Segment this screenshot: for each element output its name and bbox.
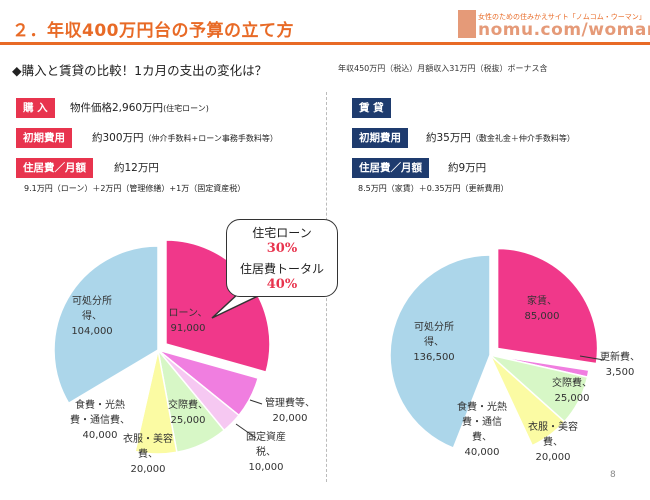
section-subtitle: ◆購入と賃貸の比較！1カ月の支出の変化は？ <box>12 63 268 78</box>
pie-chart-rent: 家賃、 85,000 更新費、 3,500 交際費、 25,000 衣服・美容費、 20,00… <box>389 247 640 463</box>
purchase-value: 物件価格2,960万円(住宅ローン) <box>70 100 209 115</box>
pie-label-1-5: 可処分所得、 136,500 <box>413 320 454 363</box>
initial-cost-right: 約35万円（敷金礼金＋仲介手数料等） <box>426 130 575 145</box>
pie-slice-1-4 <box>452 353 534 456</box>
callout-line-total: 住居費トータル <box>239 262 324 276</box>
site-logo: nomu.com/woman <box>478 20 650 40</box>
purchase-tag: 購 入 <box>16 98 55 118</box>
logo-tagline: 女性のための住みかえサイト「ノムコム・ウーマン」 <box>478 13 646 21</box>
pie-label-0-2: 固定資産税、 10,000 <box>246 430 286 473</box>
header-rule <box>0 42 650 45</box>
monthly-breakdown-left: 9.1万円（ローン）＋2万円（管理修繕）+1万（固定資産税） <box>24 184 246 193</box>
income-note: 年収450万円（税込）月額収入31万円（税抜）ボーナス含 <box>338 64 548 73</box>
initial-cost-note-right: （敷金礼金＋仲介手数料等） <box>470 134 575 143</box>
pie-label-0-3: 交際費、 25,000 <box>168 398 208 426</box>
rent-tag: 賃 貸 <box>352 98 391 118</box>
initial-cost-tag-left: 初期費用 <box>16 128 72 148</box>
pie-label-0-4: 衣服・美容費、 20,000 <box>123 432 173 475</box>
callout-loan-percent: 30% <box>266 241 298 256</box>
monthly-cost-tag-right: 住居費／月額 <box>352 158 429 178</box>
initial-cost-note-left: （仲介手数料+ローン事務手数料等） <box>143 134 278 143</box>
pie-slice-1-5 <box>389 254 491 450</box>
house-logo-icon <box>458 10 476 38</box>
initial-cost-value-right: 約35万円 <box>426 132 471 144</box>
purchase-price: 物件価格2,960万円 <box>70 102 164 114</box>
monthly-breakdown-right: 8.5万円（家賃）＋0.35万円（更新費用） <box>358 184 509 193</box>
monthly-cost-value-right: 約9万円 <box>448 162 487 174</box>
callout-line-loan: 住宅ローン <box>252 226 312 240</box>
pie-label-1-2: 交際費、 25,000 <box>552 376 592 404</box>
loan-ratio-callout: 住宅ローン 30% 住居費トータル 40% <box>226 219 338 297</box>
purchase-price-note: (住宅ローン) <box>163 104 209 113</box>
pie-label-1-0: 家賃、 85,000 <box>525 294 560 322</box>
pie-label-1-1: 更新費、 3,500 <box>600 350 640 378</box>
pie-slice-0-6 <box>53 245 159 405</box>
leader-line-1 <box>235 423 257 439</box>
pie-label-0-6: 可処分所得、 104,000 <box>71 294 112 337</box>
pie-slice-1-0 <box>496 247 599 365</box>
callout-total-percent: 40% <box>266 277 298 292</box>
pie-label-1-4: 食費・光熱費・通信費、 40,000 <box>457 400 507 458</box>
pie-chart-purchase: ローン、 91,000 管理費等、 20,000 固定資産税、 10,000 交際費、 25,… <box>53 239 315 475</box>
pie-label-0-0: ローン、 91,000 <box>169 308 208 334</box>
pie-label-0-1: 管理費等、 20,000 <box>265 396 315 424</box>
monthly-cost-value-left: 約12万円 <box>114 162 159 174</box>
leader-line-2 <box>579 355 605 361</box>
page-title: ２．年収400万円台の予算の立て方 <box>12 21 294 41</box>
page-number: 8 <box>610 470 616 480</box>
initial-cost-value-left: 約300万円 <box>92 132 144 144</box>
initial-cost-left: 約300万円（仲介手数料+ローン事務手数料等） <box>92 130 278 145</box>
monthly-cost-tag-left: 住居費／月額 <box>16 158 93 178</box>
pie-slice-0-5 <box>67 348 160 453</box>
initial-cost-tag-right: 初期費用 <box>352 128 408 148</box>
leader-line-0 <box>249 399 263 405</box>
pie-label-1-3: 衣服・美容費、 20,000 <box>528 420 578 463</box>
pie-label-0-5: 食費・光熱費・通信費、 40,000 <box>70 398 130 441</box>
